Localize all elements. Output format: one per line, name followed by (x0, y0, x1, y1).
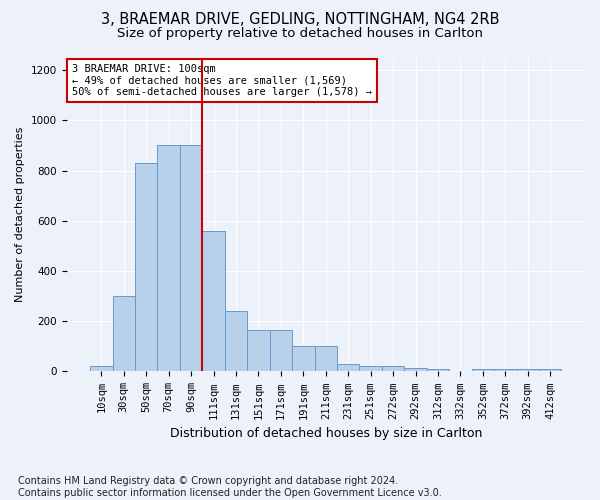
Bar (202, 231, 225, 372)
Text: 3 BRAEMAR DRIVE: 100sqm
← 49% of detached houses are smaller (1,569)
50% of semi: 3 BRAEMAR DRIVE: 100sqm ← 49% of detache… (72, 64, 372, 97)
Bar (247, 330, 269, 372)
Bar (269, 330, 292, 372)
Bar (314, 346, 337, 372)
Bar (337, 364, 359, 372)
Bar (225, 311, 247, 372)
Bar (404, 368, 427, 372)
Bar (90, 366, 113, 372)
Bar (539, 369, 562, 372)
Bar (180, 146, 202, 372)
Bar (157, 146, 180, 372)
Bar (427, 369, 449, 372)
Bar (359, 366, 382, 372)
Bar (292, 346, 314, 372)
Bar (113, 296, 135, 372)
Bar (472, 369, 494, 372)
Y-axis label: Number of detached properties: Number of detached properties (15, 127, 25, 302)
Bar (517, 369, 539, 372)
X-axis label: Distribution of detached houses by size in Carlton: Distribution of detached houses by size … (170, 427, 482, 440)
Bar (494, 369, 517, 372)
Bar (135, 163, 157, 372)
Text: 3, BRAEMAR DRIVE, GEDLING, NOTTINGHAM, NG4 2RB: 3, BRAEMAR DRIVE, GEDLING, NOTTINGHAM, N… (101, 12, 499, 28)
Text: Contains HM Land Registry data © Crown copyright and database right 2024.
Contai: Contains HM Land Registry data © Crown c… (18, 476, 442, 498)
Text: Size of property relative to detached houses in Carlton: Size of property relative to detached ho… (117, 28, 483, 40)
Bar (382, 366, 404, 372)
